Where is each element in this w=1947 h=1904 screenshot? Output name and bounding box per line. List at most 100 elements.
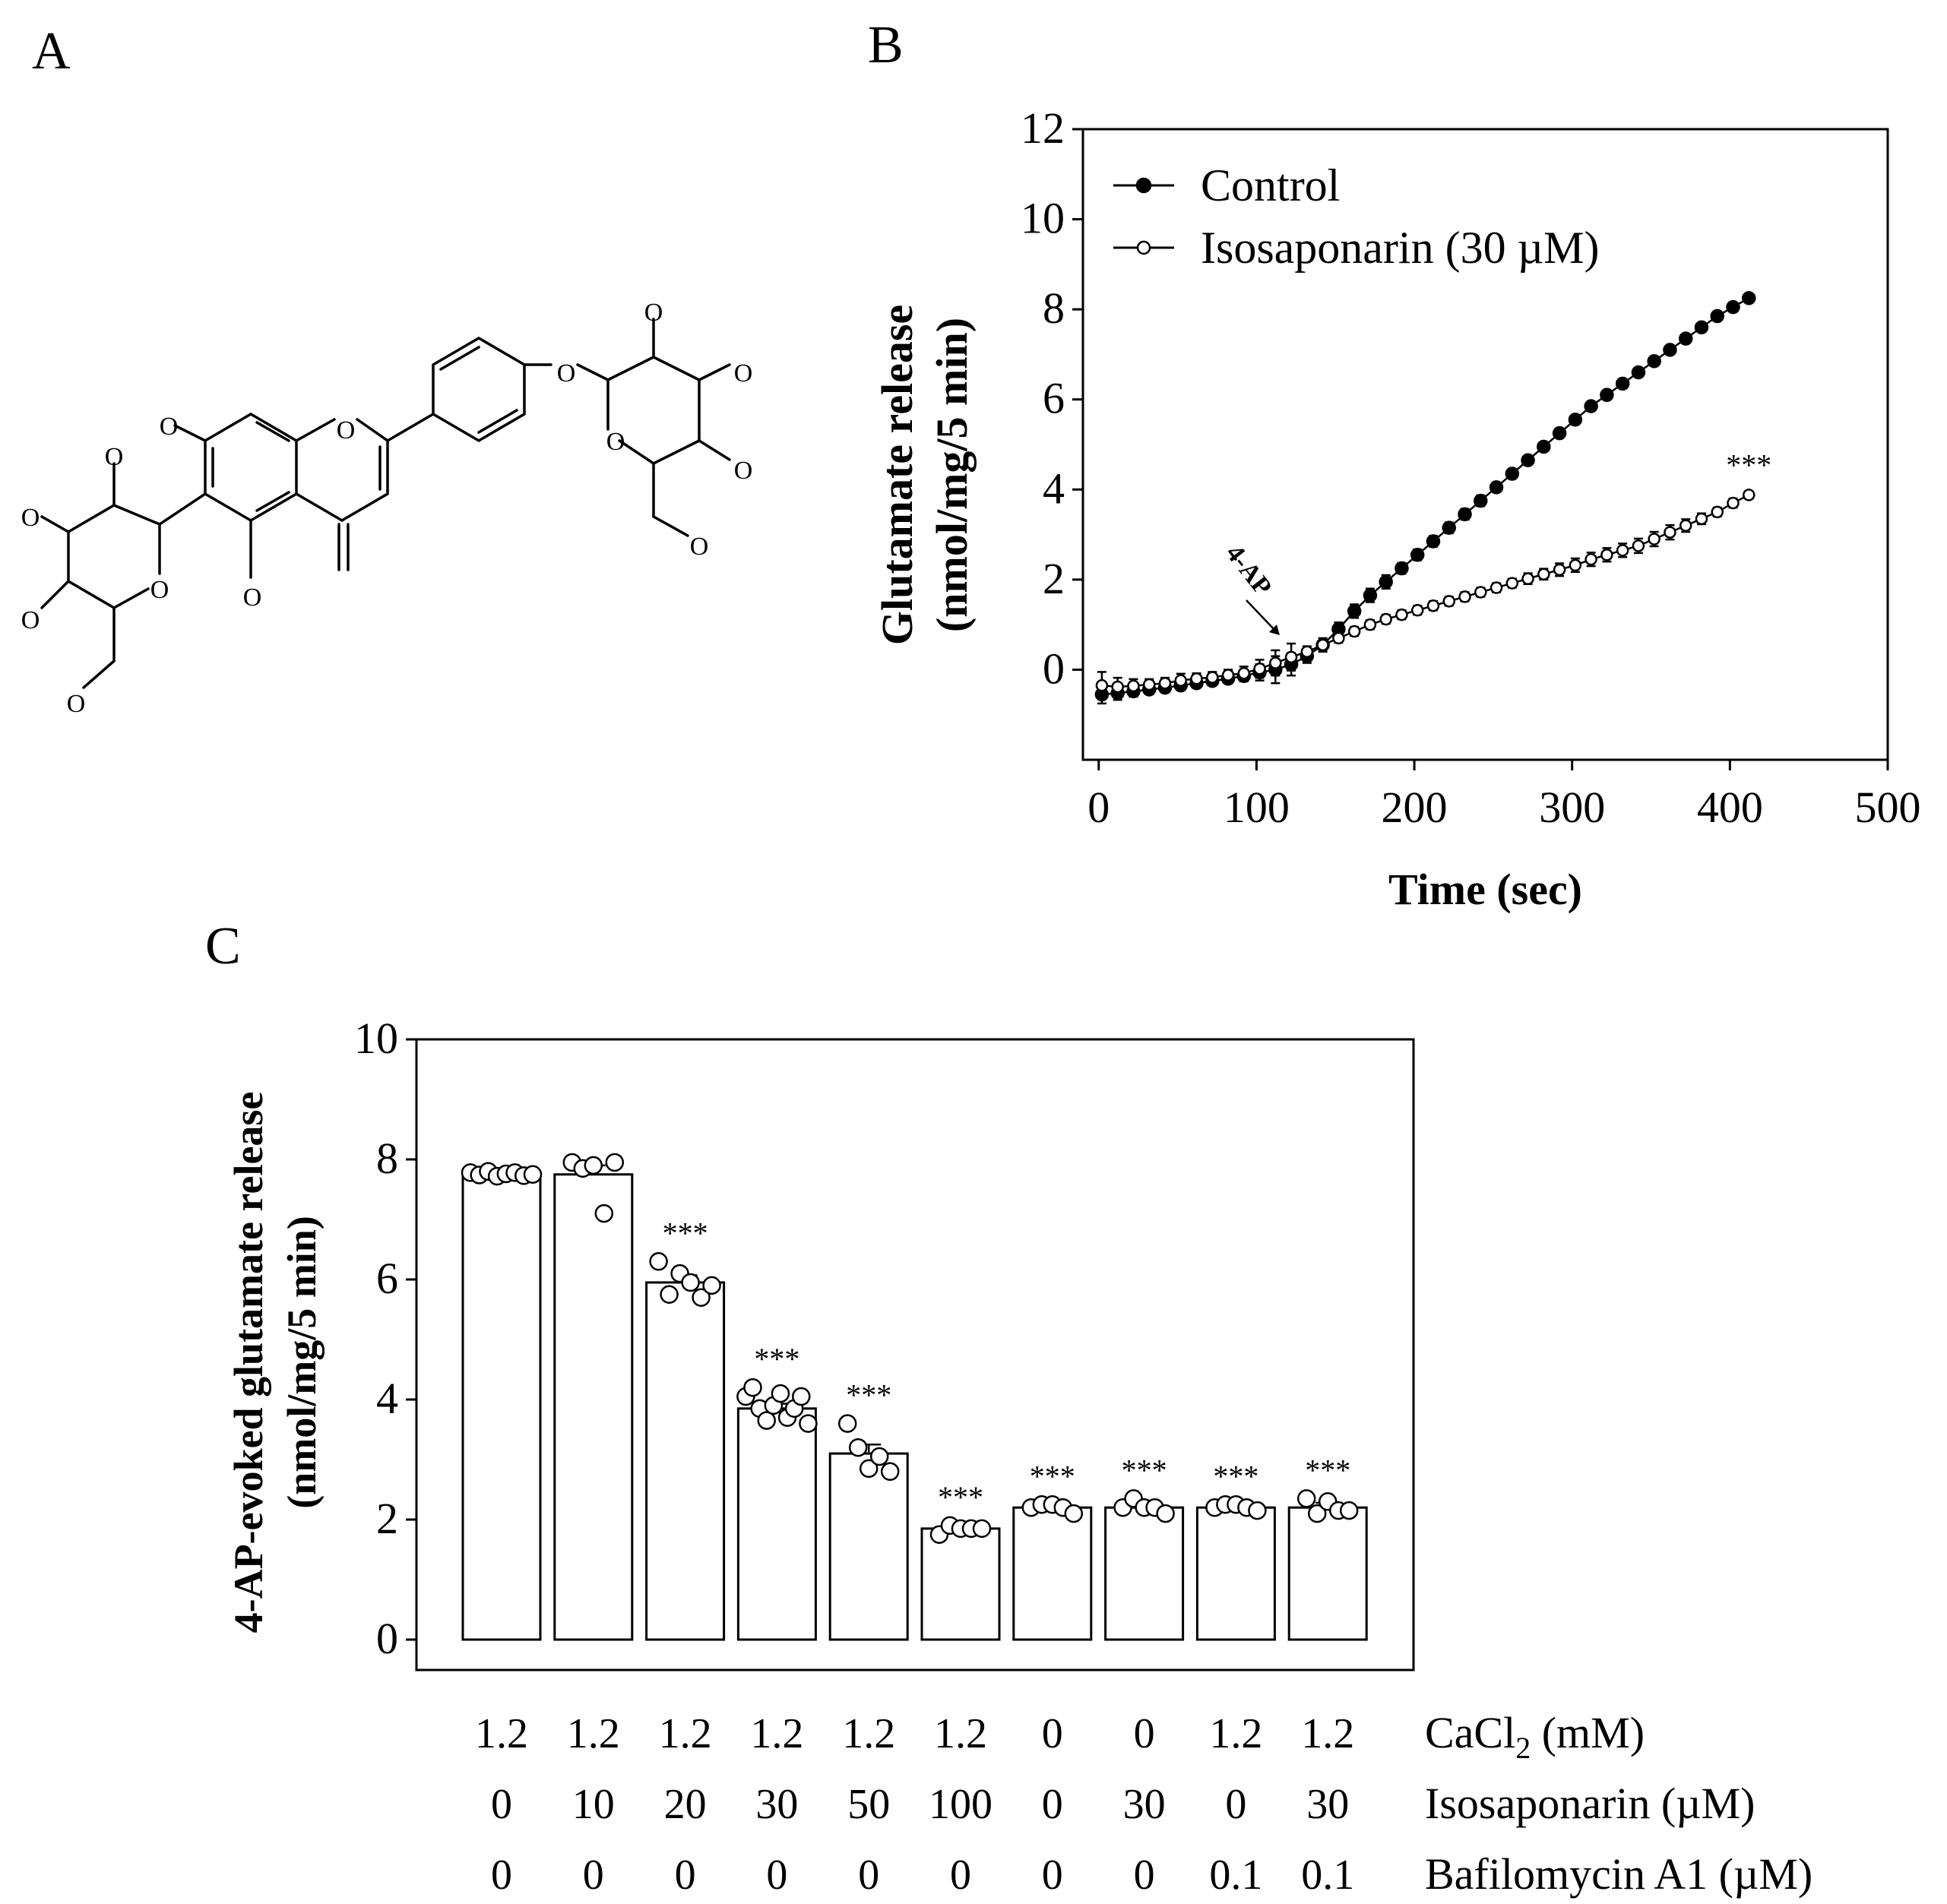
table-cell: 30 bbox=[1306, 1781, 1349, 1828]
sugar-bond bbox=[82, 659, 116, 689]
oxygen-atom-label: O bbox=[337, 416, 356, 444]
double-bond bbox=[477, 409, 518, 434]
x-tick-label: 400 bbox=[1697, 783, 1763, 832]
oxygen-atom-label: O bbox=[243, 584, 262, 612]
isosaponarin-point bbox=[1585, 552, 1597, 566]
isosaponarin-point bbox=[1284, 650, 1298, 664]
data-point bbox=[792, 1387, 811, 1406]
isosaponarin-point bbox=[1458, 590, 1471, 603]
table-cell: 0 bbox=[491, 1852, 512, 1899]
data-point bbox=[1339, 1501, 1359, 1520]
y-tick-label: 4 bbox=[376, 1374, 398, 1423]
y-tick-label: 0 bbox=[1043, 644, 1065, 693]
isosaponarin-point bbox=[1363, 618, 1377, 631]
data-point bbox=[837, 1414, 857, 1433]
y-tick-label: 2 bbox=[376, 1494, 398, 1543]
isosaponarin-point bbox=[1206, 671, 1219, 684]
bar bbox=[645, 1281, 726, 1641]
isosaponarin-point bbox=[1142, 678, 1156, 691]
oxygen-atom-label: O bbox=[557, 359, 576, 387]
x-tick-label: 500 bbox=[1855, 783, 1921, 832]
plot-frame bbox=[1081, 128, 1889, 761]
plot-frame bbox=[415, 1038, 1415, 1672]
panel-label-c: C bbox=[205, 917, 241, 976]
table-cell: 50 bbox=[847, 1781, 890, 1828]
bar bbox=[920, 1527, 1001, 1641]
table-cell: 1.2 bbox=[1301, 1710, 1354, 1757]
control-point bbox=[1694, 320, 1709, 335]
table-cell: 0 bbox=[766, 1852, 787, 1899]
data-point bbox=[1064, 1504, 1084, 1523]
table-cell: 1.2 bbox=[1209, 1710, 1262, 1757]
isosaponarin-point bbox=[1300, 645, 1314, 658]
control-point bbox=[1521, 453, 1535, 467]
row-label-suffix: (mM) bbox=[1531, 1708, 1645, 1757]
x-axis-label: Time (sec) bbox=[1388, 865, 1582, 914]
isosaponarin-point bbox=[1727, 496, 1740, 510]
data-point bbox=[660, 1285, 679, 1304]
significance-label: *** bbox=[754, 1342, 799, 1376]
isosaponarin-point bbox=[1569, 558, 1582, 572]
ring-c-bond bbox=[295, 418, 389, 523]
control-point bbox=[1615, 376, 1630, 391]
isosaponarin-point bbox=[1347, 625, 1361, 638]
control-point bbox=[1742, 291, 1756, 305]
table-cell: 20 bbox=[664, 1781, 707, 1828]
control-point bbox=[1426, 534, 1441, 549]
table-cell: 0 bbox=[1042, 1781, 1063, 1828]
isosaponarin-point bbox=[1269, 656, 1282, 669]
x-tick-label: 200 bbox=[1382, 783, 1448, 832]
data-point bbox=[702, 1276, 721, 1295]
annotation-4ap: 4-AP bbox=[1220, 539, 1277, 601]
sugar-bond bbox=[698, 363, 731, 381]
control-point bbox=[1710, 308, 1724, 324]
annotation-arrowhead bbox=[1269, 625, 1280, 635]
y-tick-label: 2 bbox=[1043, 554, 1065, 603]
double-bond bbox=[255, 421, 290, 442]
bar bbox=[1195, 1506, 1276, 1641]
legend-label: Control bbox=[1201, 160, 1340, 210]
data-point bbox=[584, 1156, 603, 1175]
control-point bbox=[1347, 604, 1362, 618]
x-tick-label: 100 bbox=[1224, 783, 1290, 832]
table-row-label: Isosaponarin (µM) bbox=[1425, 1779, 1755, 1828]
data-point bbox=[848, 1437, 868, 1457]
isosaponarin-point bbox=[1521, 572, 1534, 585]
panel-label-b: B bbox=[868, 16, 904, 74]
x-tick-label: 300 bbox=[1539, 783, 1605, 832]
sugar-bond bbox=[40, 580, 70, 609]
bar bbox=[1104, 1506, 1185, 1641]
oxygen-atom-label: O bbox=[690, 533, 709, 561]
control-point bbox=[1552, 425, 1567, 441]
double-bond bbox=[255, 491, 290, 512]
data-point bbox=[594, 1203, 614, 1223]
control-point bbox=[1584, 399, 1598, 413]
isosaponarin-point bbox=[1474, 586, 1487, 599]
table-cell: 0 bbox=[858, 1852, 879, 1899]
legend-marker bbox=[1136, 240, 1151, 255]
isosaponarin-point bbox=[1648, 533, 1660, 546]
y-axis-label-line1: 4-AP-evoked glutamate release bbox=[226, 1092, 271, 1634]
data-point bbox=[1307, 1504, 1327, 1523]
table-cell: 0 bbox=[675, 1852, 696, 1899]
control-point bbox=[1726, 299, 1740, 315]
sugar-bond bbox=[576, 356, 701, 466]
table-row-label: Bafilomycin A1 (µM) bbox=[1425, 1849, 1812, 1899]
table-cell: 0 bbox=[583, 1852, 604, 1899]
table-cell: 0 bbox=[1225, 1781, 1246, 1828]
data-point bbox=[859, 1459, 879, 1479]
data-point bbox=[972, 1519, 992, 1539]
control-point bbox=[1647, 354, 1661, 368]
row-label-main: CaCl bbox=[1425, 1708, 1515, 1757]
control-point bbox=[1363, 588, 1378, 603]
isosaponarin-point bbox=[1111, 680, 1124, 694]
table-cell: 1.2 bbox=[567, 1710, 620, 1757]
data-point bbox=[649, 1252, 668, 1271]
isosaponarin-point bbox=[1632, 539, 1645, 552]
oxygen-atom-label: O bbox=[67, 690, 86, 718]
isosaponarin-point bbox=[1679, 519, 1692, 532]
y-tick-label: 0 bbox=[376, 1614, 398, 1663]
sugar-bond bbox=[67, 492, 207, 610]
isosaponarin-point bbox=[1553, 563, 1566, 577]
data-point bbox=[605, 1153, 625, 1172]
